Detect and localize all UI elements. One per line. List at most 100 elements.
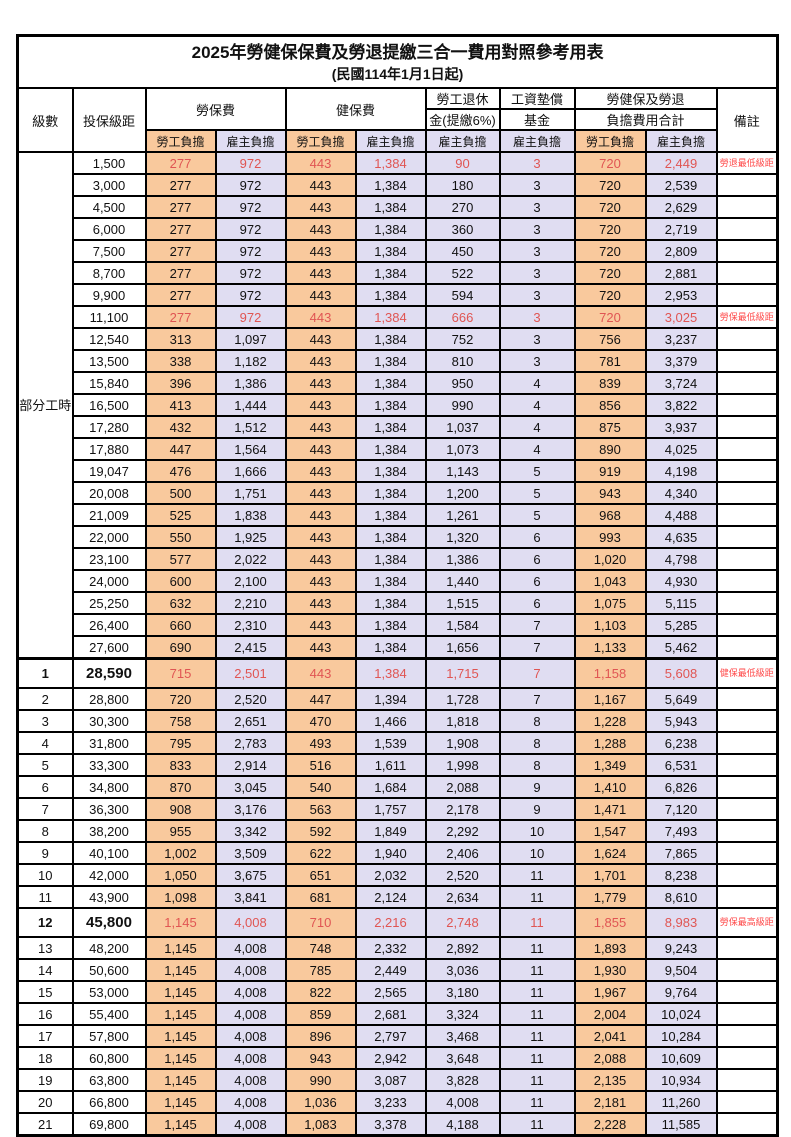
pension-employer-cell: 1,261 <box>424 503 501 527</box>
health-employee-cell: 859 <box>284 1002 357 1026</box>
health-employer-cell: 1,384 <box>354 635 427 660</box>
remark-cell <box>715 371 779 395</box>
labor-employee-cell: 447 <box>144 437 217 461</box>
health-employer-cell: 1,384 <box>354 283 427 307</box>
wagefund-employer-cell: 11 <box>498 1024 576 1048</box>
table-row: 2 28,800 720 2,520 447 1,394 1,728 7 1,1… <box>16 687 779 711</box>
health-employee-cell: 516 <box>284 753 357 777</box>
table-row: 17,880 447 1,564 443 1,384 1,073 4 890 4… <box>18 437 779 461</box>
health-employee-cell: 443 <box>284 217 357 241</box>
wagefund-employer-cell: 8 <box>498 731 576 755</box>
labor-employer-cell: 1,512 <box>214 415 287 439</box>
health-employee-cell: 443 <box>284 393 357 417</box>
bracket-cell: 16,500 <box>71 393 147 417</box>
health-employee-cell: 1,083 <box>284 1112 357 1137</box>
level-cell: 11 <box>16 885 74 909</box>
header-row-burden: 勞工負擔 雇主負擔 勞工負擔 雇主負擔 雇主負擔 雇主負擔 勞工負擔 雇主負擔 <box>18 129 778 153</box>
total-employer-cell: 4,025 <box>644 437 718 461</box>
remark-cell <box>715 863 779 887</box>
total-employee-cell: 781 <box>573 349 647 373</box>
remark-cell <box>715 173 779 197</box>
wagefund-employer-cell: 5 <box>498 481 576 505</box>
labor-employee-cell: 413 <box>144 393 217 417</box>
total-employer-cell: 11,260 <box>644 1090 718 1114</box>
health-employee-cell: 563 <box>284 797 357 821</box>
total-employee-cell: 1,967 <box>573 980 647 1004</box>
total-employer-cell: 8,238 <box>644 863 718 887</box>
labor-employer-cell: 972 <box>214 173 287 197</box>
health-employee-cell: 748 <box>284 936 357 960</box>
level-cell: 12 <box>16 907 74 938</box>
labor-employer-cell: 1,097 <box>214 327 287 351</box>
labor-employee-cell: 1,145 <box>144 1112 217 1137</box>
labor-employer-cell: 1,386 <box>214 371 287 395</box>
health-employer-cell: 3,378 <box>354 1112 427 1137</box>
labor-employee-cell: 277 <box>144 261 217 285</box>
total-employee-cell: 839 <box>573 371 647 395</box>
title-cell: 2025年勞健保保費及勞退提繳三合一費用對照參考用表 (民國114年1月1日起) <box>16 34 779 89</box>
header-labor-insurance: 勞保費 <box>144 87 287 131</box>
labor-employee-cell: 277 <box>144 283 217 307</box>
labor-employee-cell: 1,145 <box>144 1090 217 1114</box>
table-row: 部分工時 1,500 277 972 443 1,384 90 3 720 2,… <box>16 151 779 660</box>
header-health-employer: 雇主負擔 <box>354 129 427 153</box>
total-employee-cell: 720 <box>573 305 647 329</box>
wagefund-employer-cell: 3 <box>498 173 576 197</box>
wagefund-employer-cell: 4 <box>498 371 576 395</box>
labor-employee-cell: 476 <box>144 459 217 483</box>
labor-employee-cell: 1,145 <box>144 980 217 1004</box>
pension-employer-cell: 3,468 <box>424 1024 501 1048</box>
total-employer-cell: 2,719 <box>644 217 718 241</box>
table-row: 8,700 277 972 443 1,384 522 3 720 2,881 <box>18 261 779 285</box>
remark-cell: 勞保最低級距 <box>715 305 779 329</box>
total-employee-cell: 1,075 <box>573 591 647 615</box>
bracket-cell: 28,800 <box>71 687 147 711</box>
health-employer-cell: 1,611 <box>354 753 427 777</box>
wagefund-employer-cell: 3 <box>498 261 576 285</box>
pension-employer-cell: 1,440 <box>424 569 501 593</box>
wagefund-employer-cell: 7 <box>498 687 576 711</box>
total-employee-cell: 720 <box>573 151 647 175</box>
total-employer-cell: 4,930 <box>644 569 718 593</box>
total-employer-cell: 6,531 <box>644 753 718 777</box>
page-title: 2025年勞健保保費及勞退提繳三合一費用對照參考用表 <box>191 43 604 63</box>
labor-employee-cell: 908 <box>144 797 217 821</box>
health-employer-cell: 1,384 <box>354 437 427 461</box>
remark-cell <box>715 841 779 865</box>
bracket-cell: 11,100 <box>71 305 147 329</box>
wagefund-employer-cell: 8 <box>498 709 576 733</box>
bracket-cell: 21,009 <box>71 503 147 527</box>
total-employer-cell: 3,724 <box>644 371 718 395</box>
total-employee-cell: 1,893 <box>573 936 647 960</box>
table-row: 8 38,200 955 3,342 592 1,849 2,292 10 1,… <box>16 819 779 843</box>
table-row: 1 28,590 715 2,501 443 1,384 1,715 7 1,1… <box>16 657 779 689</box>
health-employee-cell: 443 <box>284 613 357 637</box>
table-row: 9,900 277 972 443 1,384 594 3 720 2,953 <box>18 283 779 307</box>
health-employee-cell: 443 <box>284 261 357 285</box>
total-employee-cell: 1,349 <box>573 753 647 777</box>
total-employee-cell: 1,701 <box>573 863 647 887</box>
remark-cell <box>715 217 779 241</box>
header-wagefund-line2: 基金 <box>498 108 576 131</box>
table-row: 18 60,800 1,145 4,008 943 2,942 3,648 11… <box>16 1046 779 1070</box>
labor-employer-cell: 2,100 <box>214 569 287 593</box>
total-employer-cell: 6,238 <box>644 731 718 755</box>
pension-employer-cell: 1,584 <box>424 613 501 637</box>
remark-cell <box>715 775 779 799</box>
pension-employer-cell: 360 <box>424 217 501 241</box>
remark-cell <box>715 437 779 461</box>
labor-employer-cell: 4,008 <box>214 1112 287 1137</box>
header-remark: 備註 <box>715 87 779 153</box>
total-employee-cell: 1,855 <box>573 907 647 938</box>
labor-employer-cell: 4,008 <box>214 980 287 1004</box>
labor-employer-cell: 3,675 <box>214 863 287 887</box>
table-row: 21 69,800 1,145 4,008 1,083 3,378 4,188 … <box>16 1112 779 1137</box>
labor-employer-cell: 1,838 <box>214 503 287 527</box>
labor-employee-cell: 277 <box>144 239 217 263</box>
health-employer-cell: 1,757 <box>354 797 427 821</box>
labor-employer-cell: 4,008 <box>214 907 287 938</box>
header-row-groups-2: 金(提繳6%) 基金 負擔費用合計 <box>18 108 778 131</box>
total-employee-cell: 1,133 <box>573 635 647 660</box>
bracket-cell: 8,700 <box>71 261 147 285</box>
bracket-cell: 1,500 <box>71 151 147 175</box>
